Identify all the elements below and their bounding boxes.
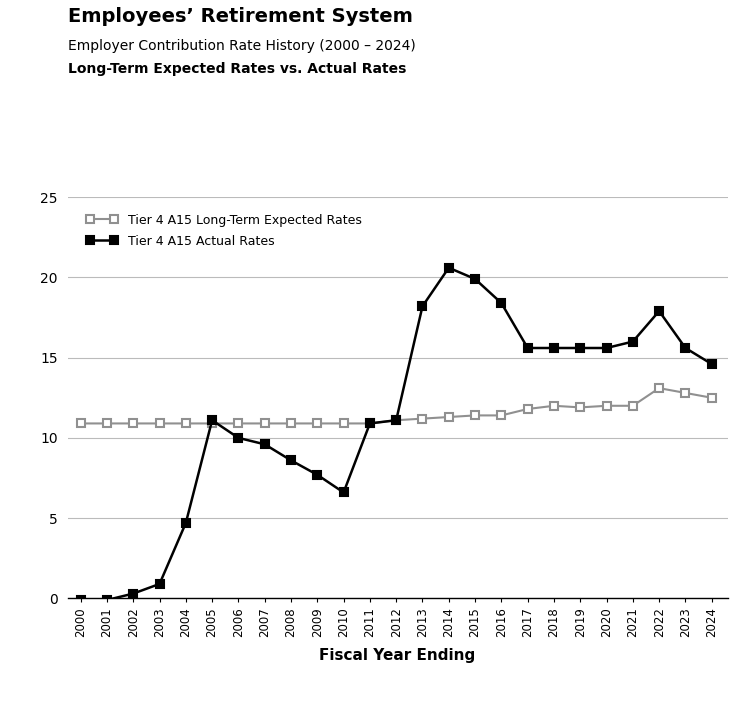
Tier 4 A15 Actual Rates [470, 275, 479, 283]
Tier 4 A15 Actual Rates [628, 337, 638, 346]
Tier 4 A15 Long-Term Expected Rates [392, 416, 400, 425]
Tier 4 A15 Actual Rates [182, 519, 190, 527]
Tier 4 A15 Actual Rates [524, 344, 532, 352]
Tier 4 A15 Long-Term Expected Rates [286, 419, 296, 427]
Tier 4 A15 Actual Rates [286, 456, 296, 465]
Line: Tier 4 A15 Actual Rates: Tier 4 A15 Actual Rates [76, 264, 716, 604]
Tier 4 A15 Long-Term Expected Rates [470, 411, 479, 420]
Tier 4 A15 Actual Rates [339, 489, 348, 497]
Tier 4 A15 Long-Term Expected Rates [444, 413, 453, 421]
Tier 4 A15 Actual Rates [550, 344, 559, 352]
Tier 4 A15 Long-Term Expected Rates [103, 419, 112, 427]
Tier 4 A15 Actual Rates [602, 344, 611, 352]
Tier 4 A15 Long-Term Expected Rates [681, 389, 690, 397]
Tier 4 A15 Long-Term Expected Rates [155, 419, 164, 427]
Tier 4 A15 Actual Rates [129, 589, 138, 598]
Tier 4 A15 Actual Rates [234, 434, 243, 442]
Tier 4 A15 Long-Term Expected Rates [628, 401, 638, 410]
Tier 4 A15 Actual Rates [313, 470, 322, 479]
Tier 4 A15 Long-Term Expected Rates [707, 394, 716, 402]
Tier 4 A15 Actual Rates [444, 263, 453, 272]
Tier 4 A15 Actual Rates [155, 579, 164, 588]
Tier 4 A15 Long-Term Expected Rates [576, 403, 585, 412]
Tier 4 A15 Actual Rates [576, 344, 585, 352]
Tier 4 A15 Long-Term Expected Rates [602, 401, 611, 410]
Tier 4 A15 Long-Term Expected Rates [418, 415, 427, 423]
Tier 4 A15 Long-Term Expected Rates [524, 405, 532, 413]
Tier 4 A15 Long-Term Expected Rates [129, 419, 138, 427]
Tier 4 A15 Long-Term Expected Rates [365, 419, 374, 427]
Tier 4 A15 Actual Rates [681, 344, 690, 352]
Tier 4 A15 Long-Term Expected Rates [339, 419, 348, 427]
Tier 4 A15 Long-Term Expected Rates [655, 384, 664, 392]
Tier 4 A15 Actual Rates [655, 307, 664, 315]
Tier 4 A15 Long-Term Expected Rates [260, 419, 269, 427]
Tier 4 A15 Actual Rates [496, 298, 506, 307]
Legend: Tier 4 A15 Long-Term Expected Rates, Tier 4 A15 Actual Rates: Tier 4 A15 Long-Term Expected Rates, Tie… [80, 208, 368, 255]
X-axis label: Fiscal Year Ending: Fiscal Year Ending [320, 648, 476, 663]
Text: Employees’ Retirement System: Employees’ Retirement System [68, 7, 413, 26]
Tier 4 A15 Long-Term Expected Rates [182, 419, 190, 427]
Line: Tier 4 A15 Long-Term Expected Rates: Tier 4 A15 Long-Term Expected Rates [76, 384, 716, 427]
Tier 4 A15 Actual Rates [418, 302, 427, 310]
Tier 4 A15 Actual Rates [103, 596, 112, 604]
Tier 4 A15 Long-Term Expected Rates [208, 419, 217, 427]
Tier 4 A15 Actual Rates [707, 360, 716, 368]
Text: Long-Term Expected Rates vs. Actual Rates: Long-Term Expected Rates vs. Actual Rate… [68, 62, 406, 76]
Tier 4 A15 Long-Term Expected Rates [313, 419, 322, 427]
Tier 4 A15 Long-Term Expected Rates [234, 419, 243, 427]
Tier 4 A15 Long-Term Expected Rates [76, 419, 86, 427]
Text: Employer Contribution Rate History (2000 – 2024): Employer Contribution Rate History (2000… [68, 39, 416, 53]
Tier 4 A15 Long-Term Expected Rates [550, 401, 559, 410]
Tier 4 A15 Actual Rates [392, 416, 400, 425]
Tier 4 A15 Long-Term Expected Rates [496, 411, 506, 420]
Tier 4 A15 Actual Rates [260, 440, 269, 448]
Tier 4 A15 Actual Rates [76, 596, 86, 604]
Tier 4 A15 Actual Rates [208, 416, 217, 425]
Tier 4 A15 Actual Rates [365, 419, 374, 427]
